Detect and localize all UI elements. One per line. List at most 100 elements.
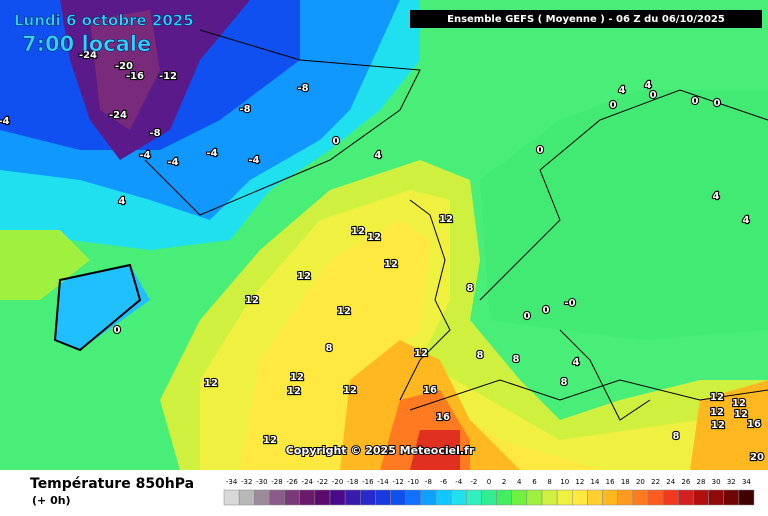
contour-label: 0 [543, 305, 550, 316]
legend-swatch [390, 489, 406, 506]
contour-label: 16 [436, 412, 450, 423]
contour-label: 8 [326, 343, 333, 354]
contour-label: -4 [139, 150, 150, 161]
legend-swatch [254, 489, 270, 506]
legend-swatch [223, 489, 240, 506]
legend-tick-label: -32 [241, 478, 252, 486]
contour-label: 12 [204, 378, 218, 389]
contour-label: 0 [650, 90, 657, 101]
legend-tick-label: -14 [377, 478, 389, 486]
legend-swatch [314, 489, 331, 506]
contour-label: -8 [149, 128, 160, 139]
contour-label: 0 [537, 145, 544, 156]
legend-tick-label: -6 [440, 478, 448, 486]
legend-swatch [738, 489, 755, 506]
legend-tick-label: 20 [636, 478, 645, 486]
contour-label: 4 [375, 150, 382, 161]
legend-swatch [662, 489, 679, 506]
legend-tick-label: -20 [332, 478, 343, 486]
contour-label: 12 [351, 226, 365, 237]
legend-swatch [572, 489, 588, 506]
contour-label: -0 [564, 298, 575, 309]
contour-label: -4 [206, 148, 217, 159]
legend-tick-label: 10 [560, 478, 569, 486]
contour-label: 0 [714, 98, 721, 109]
contour-labels: -24-20-16-12-8-8-24-8-4-4-4-40440-412121… [0, 49, 765, 464]
contour-label: 12 [297, 271, 311, 282]
run-box [410, 10, 762, 28]
contour-label: 16 [423, 385, 437, 396]
contour-label: -4 [248, 155, 259, 166]
legend-tick-label: -4 [455, 478, 463, 486]
contour-label: 0 [610, 100, 617, 111]
contour-label: 8 [467, 283, 474, 294]
time: 7:00 locale [22, 32, 151, 56]
contour-label: 4 [713, 191, 720, 202]
legend-tick-label: -22 [317, 478, 328, 486]
contour-label: 12 [710, 407, 724, 418]
contour-label: 12 [384, 259, 398, 270]
contour-label: -12 [159, 71, 177, 82]
run-info: Ensemble GEFS ( Moyenne ) - 06 Z du 06/1… [447, 14, 725, 25]
legend-swatch [693, 489, 709, 506]
contour-label: 12 [732, 398, 746, 409]
footer-lead: (+ 0h) [32, 494, 71, 507]
legend-swatch [450, 489, 467, 506]
contour-label: 16 [747, 419, 761, 430]
legend-tick-label: 2 [502, 478, 506, 486]
legend-tick-label: -8 [425, 478, 432, 486]
contour-label: -20 [115, 61, 133, 72]
legend-tick-label: 16 [606, 478, 615, 486]
legend-swatch [708, 489, 724, 506]
legend-tick-label: 28 [697, 478, 706, 486]
contour-label: 12 [290, 372, 304, 383]
legend-tick-label: 24 [666, 478, 675, 486]
legend-swatch [602, 489, 618, 506]
map-fill [0, 0, 768, 470]
contour-label: 4 [645, 80, 652, 91]
date: Lundi 6 octobre 2025 [14, 12, 194, 30]
legend-swatch [299, 489, 316, 506]
legend-swatch [284, 489, 300, 506]
contour-label: 12 [414, 348, 428, 359]
legend-swatch [511, 489, 528, 506]
legend-tick-label: -26 [286, 478, 298, 486]
legend-tick-label: -18 [347, 478, 358, 486]
legend-tick-label: -12 [392, 478, 403, 486]
contour-label: -8 [239, 104, 250, 115]
legend-swatch [375, 489, 391, 506]
legend-tick-label: 4 [517, 478, 522, 486]
legend-tick-label: -24 [302, 478, 314, 486]
contour-label: 4 [743, 215, 750, 226]
contour-label: 12 [439, 214, 453, 225]
contour-label: 8 [561, 377, 568, 388]
legend-tick-label: 18 [621, 478, 630, 486]
legend-tick-label: 0 [487, 478, 491, 486]
contour-label: 0 [692, 96, 699, 107]
contour-label: 12 [337, 306, 351, 317]
legend-tick-label: 6 [532, 478, 537, 486]
contour-label: 12 [263, 435, 277, 446]
contour-label: 12 [343, 385, 357, 396]
legend-swatch [269, 489, 285, 506]
legend-tick-label: -2 [470, 478, 477, 486]
legend-swatch [617, 489, 634, 506]
contour-label: 12 [710, 392, 724, 403]
contour-label: -8 [297, 83, 308, 94]
contour-label: 12 [367, 232, 381, 243]
contour-label: 12 [245, 295, 259, 306]
legend-swatch [466, 489, 482, 506]
contour-label: 4 [119, 196, 126, 207]
legend-swatch [481, 489, 497, 506]
contour-label: 8 [673, 431, 680, 442]
legend-tick-label: 12 [575, 478, 584, 486]
legend-swatch [435, 489, 452, 506]
contour-label: 0 [333, 136, 340, 147]
legend-tick-label: 32 [727, 478, 736, 486]
legend-tick-label: -16 [362, 478, 374, 486]
legend-swatch [420, 489, 437, 506]
contour-label: 0 [524, 311, 531, 322]
legend-tick-label: 22 [651, 478, 660, 486]
